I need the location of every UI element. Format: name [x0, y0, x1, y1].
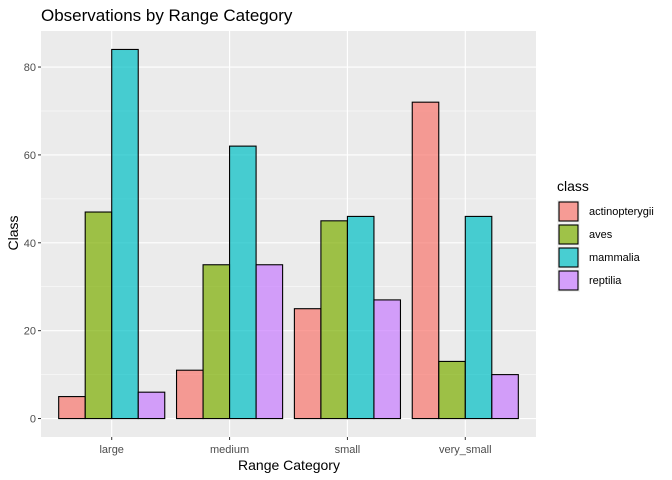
bar-aves-very_small [438, 360, 466, 420]
bar-reptilia-medium [255, 264, 284, 420]
bar-mammalia-very_small [464, 215, 493, 420]
legend-label-actinopterygii: actinopterygii [589, 206, 654, 218]
bar-reptilia-small [373, 299, 402, 420]
y-tick-label: 60 [24, 150, 36, 162]
x-axis: large medium small very_small [99, 437, 492, 456]
legend-title: class [557, 178, 589, 194]
bar-reptilia-large [137, 391, 166, 420]
legend-key-aves [558, 224, 579, 245]
legend-key-actinopterygii [558, 201, 579, 222]
legend-key-mammalia [558, 247, 579, 268]
y-axis: 0 20 40 60 80 [24, 62, 41, 426]
y-tick-label: 40 [24, 238, 36, 250]
legend-label-reptilia: reptilia [589, 275, 622, 287]
bar-actinopterygii-medium [175, 369, 204, 420]
x-tick-label: very_small [439, 444, 492, 456]
bar-actinopterygii-large [58, 396, 86, 420]
bar-actinopterygii-small [293, 308, 322, 420]
legend: class actinopterygii aves mammalia reptilia [557, 178, 654, 292]
bar-aves-large [84, 211, 113, 420]
bar-aves-medium [202, 264, 231, 420]
x-axis-title: Range Category [238, 457, 340, 473]
bar-reptilia-very_small [491, 374, 519, 420]
x-tick-label: large [99, 444, 123, 456]
y-tick-label: 20 [24, 326, 36, 338]
bar-mammalia-medium [229, 145, 257, 420]
x-tick-label: medium [210, 444, 249, 456]
legend-label-mammalia: mammalia [589, 252, 641, 264]
y-tick-label: 0 [30, 414, 36, 426]
x-tick-label: small [335, 444, 361, 456]
legend-key-reptilia [558, 270, 579, 291]
bar-mammalia-large [111, 48, 139, 420]
y-tick-label: 80 [24, 62, 36, 74]
bar-aves-small [320, 220, 348, 420]
chart-title: Observations by Range Category [41, 6, 293, 25]
y-axis-title: Class [5, 215, 21, 250]
bars [58, 48, 519, 420]
bar-mammalia-small [346, 215, 375, 420]
bar-actinopterygii-very_small [411, 101, 440, 420]
legend-label-aves: aves [589, 229, 613, 241]
